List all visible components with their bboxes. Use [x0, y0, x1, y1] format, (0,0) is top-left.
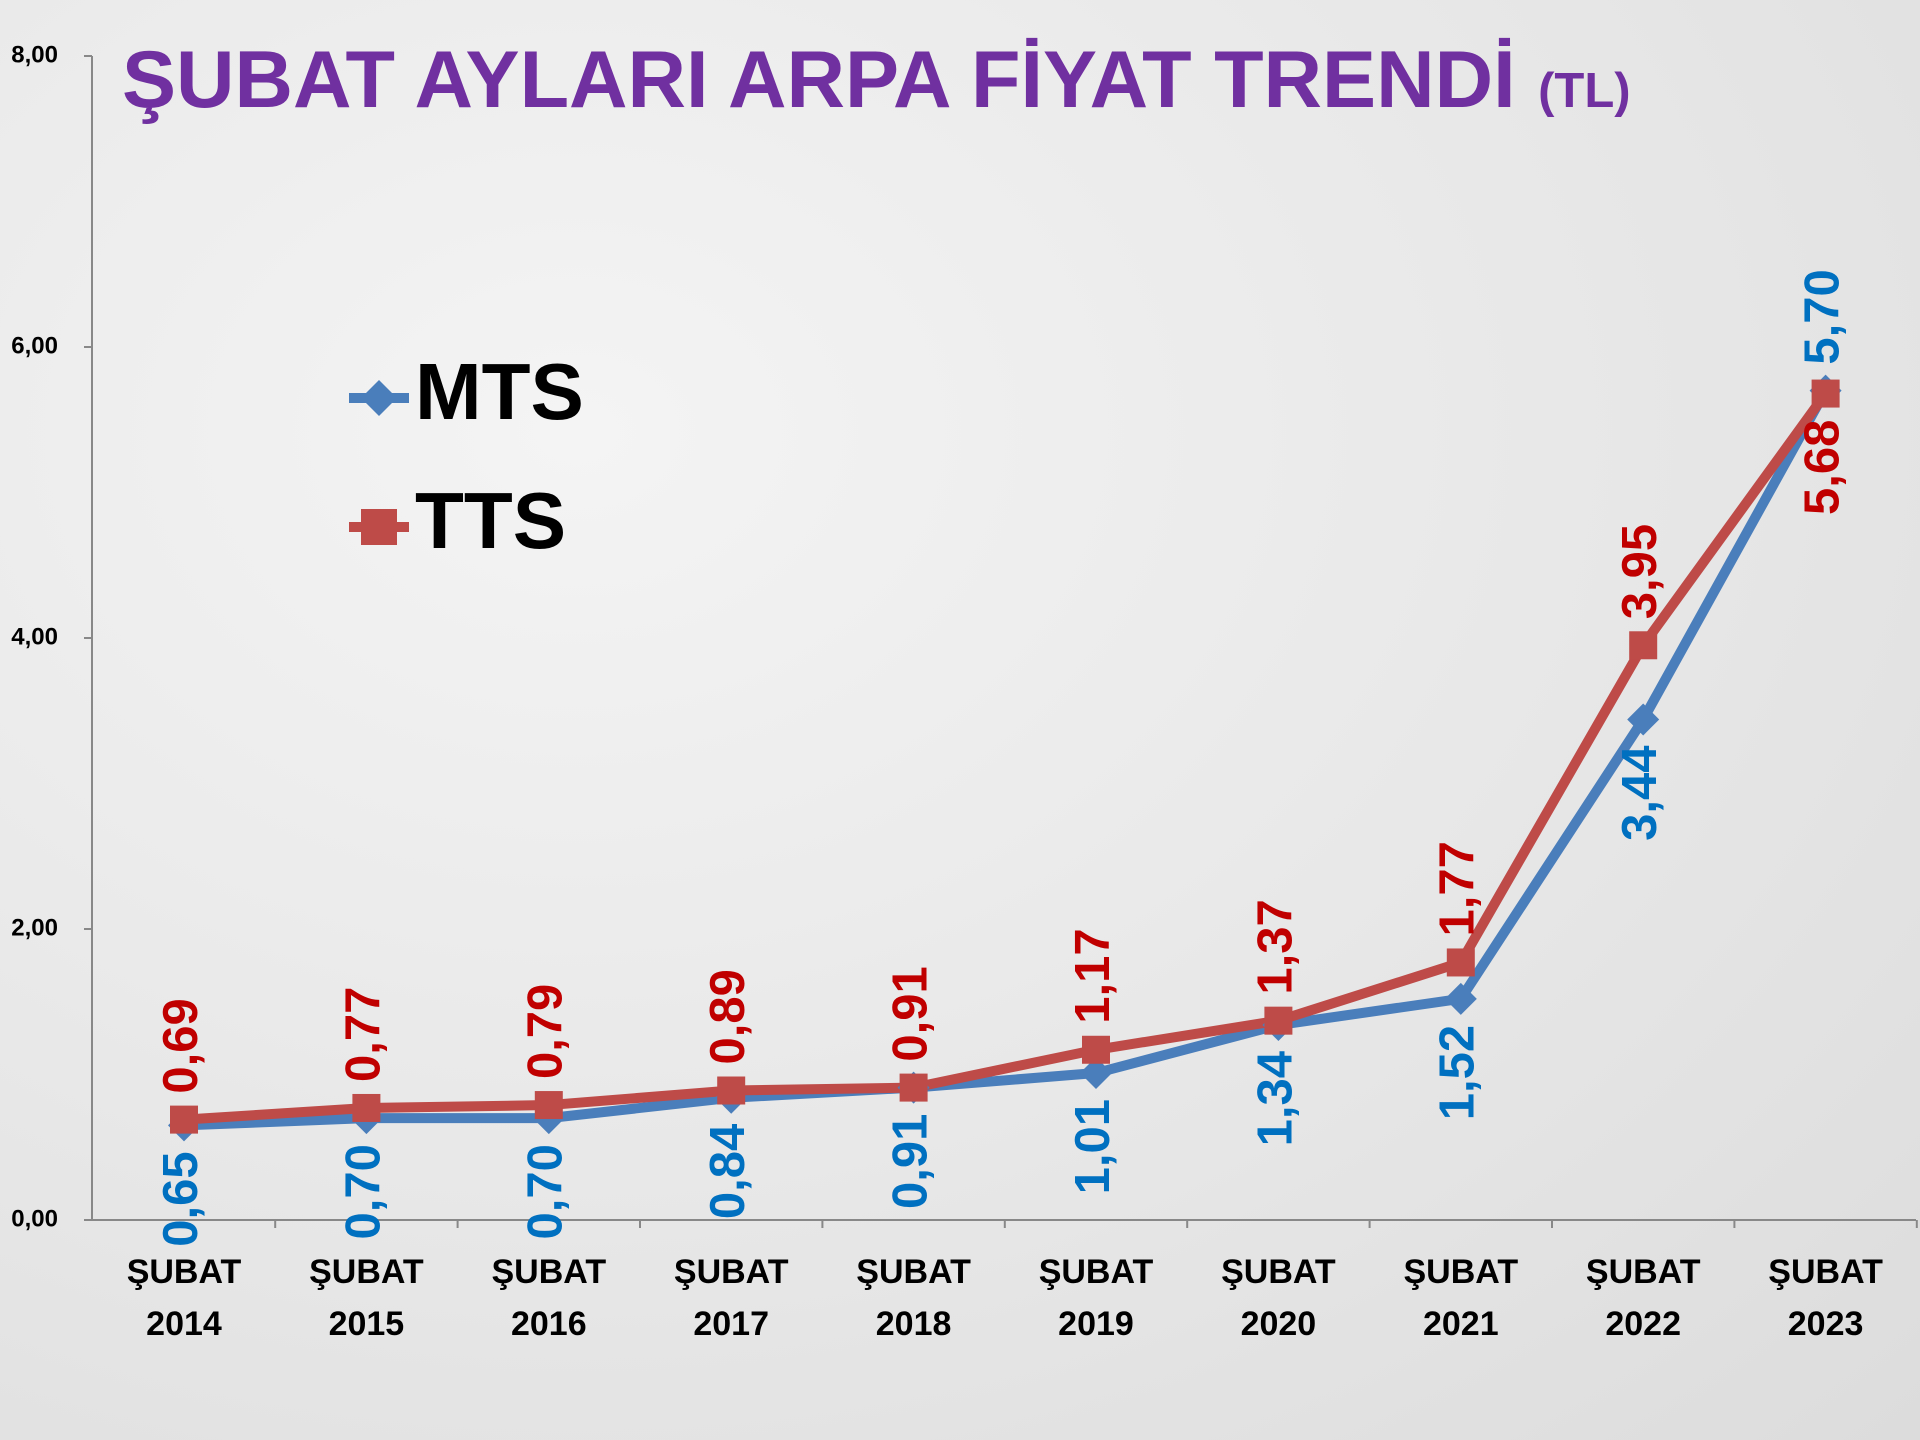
- legend-marker: [361, 380, 397, 416]
- marker: [170, 1105, 198, 1134]
- y-tick-label: 2,00: [11, 914, 58, 941]
- legend-label: MTS: [415, 347, 584, 436]
- x-tick-label: ŞUBAT 2017: [673, 1253, 789, 1343]
- marker: [899, 1073, 928, 1102]
- data-label: 1,52: [1431, 1025, 1485, 1120]
- marker: [1811, 379, 1840, 408]
- x-tick-label: ŞUBAT 2015: [309, 1253, 424, 1343]
- x-tick-label: ŞUBAT 2014: [126, 1253, 242, 1343]
- x-tick-label: ŞUBAT 2023: [1768, 1253, 1883, 1343]
- marker: [1080, 1057, 1112, 1090]
- marker: [1264, 1006, 1293, 1035]
- x-tick-label: ŞUBAT 2018: [856, 1253, 971, 1343]
- series-line: [183, 390, 1830, 1125]
- marker: [1627, 703, 1660, 736]
- data-label: 1,34: [1248, 1051, 1302, 1146]
- x-tick-label: ŞUBAT 2020: [1221, 1253, 1336, 1343]
- data-label: 5,68: [1796, 420, 1850, 515]
- data-label: 1,01: [1066, 1099, 1120, 1194]
- data-label: 3,44: [1613, 745, 1667, 840]
- marker: [534, 1091, 563, 1120]
- data-label: 1,17: [1066, 928, 1120, 1023]
- x-tick-label: ŞUBAT 2016: [491, 1253, 607, 1343]
- legend-label: TTS: [415, 476, 566, 565]
- y-tick-label: 8,00: [11, 41, 58, 68]
- marker: [352, 1093, 381, 1122]
- y-tick-label: 0,00: [11, 1205, 58, 1232]
- data-label: 1,77: [1431, 841, 1485, 936]
- data-label: 0,79: [519, 984, 573, 1079]
- data-label: 3,95: [1613, 524, 1667, 619]
- legend-marker: [361, 509, 397, 545]
- data-label: 5,70: [1796, 269, 1850, 364]
- marker: [717, 1076, 746, 1105]
- data-label: 1,37: [1248, 899, 1302, 994]
- x-tick-label: ŞUBAT 2021: [1403, 1253, 1519, 1343]
- marker: [1629, 631, 1658, 660]
- data-label: 0,65: [154, 1151, 208, 1246]
- marker: [1082, 1035, 1110, 1064]
- series-line: [183, 388, 1830, 1131]
- marker: [1446, 948, 1475, 977]
- data-label: 0,70: [519, 1144, 573, 1239]
- chart-title-box: ŞUBAT AYLARI ARPA FİYAT TRENDİ (TL): [122, 34, 1631, 127]
- data-label: 0,69: [154, 998, 208, 1093]
- data-label: 0,84: [701, 1124, 755, 1219]
- data-label: 0,89: [701, 969, 755, 1064]
- data-label: 0,77: [336, 987, 390, 1082]
- x-tick-label: ŞUBAT 2019: [1038, 1253, 1154, 1343]
- data-label: 0,91: [884, 966, 938, 1061]
- marker: [1444, 982, 1477, 1015]
- y-tick-label: 4,00: [11, 623, 58, 650]
- data-label: 0,70: [336, 1144, 390, 1239]
- chart-title: ŞUBAT AYLARI ARPA FİYAT TRENDİ: [122, 35, 1516, 125]
- data-label: 0,91: [884, 1114, 938, 1209]
- x-tick-label: ŞUBAT 2022: [1585, 1253, 1701, 1343]
- y-tick-label: 6,00: [11, 332, 58, 359]
- chart-title-unit: (TL): [1538, 64, 1631, 118]
